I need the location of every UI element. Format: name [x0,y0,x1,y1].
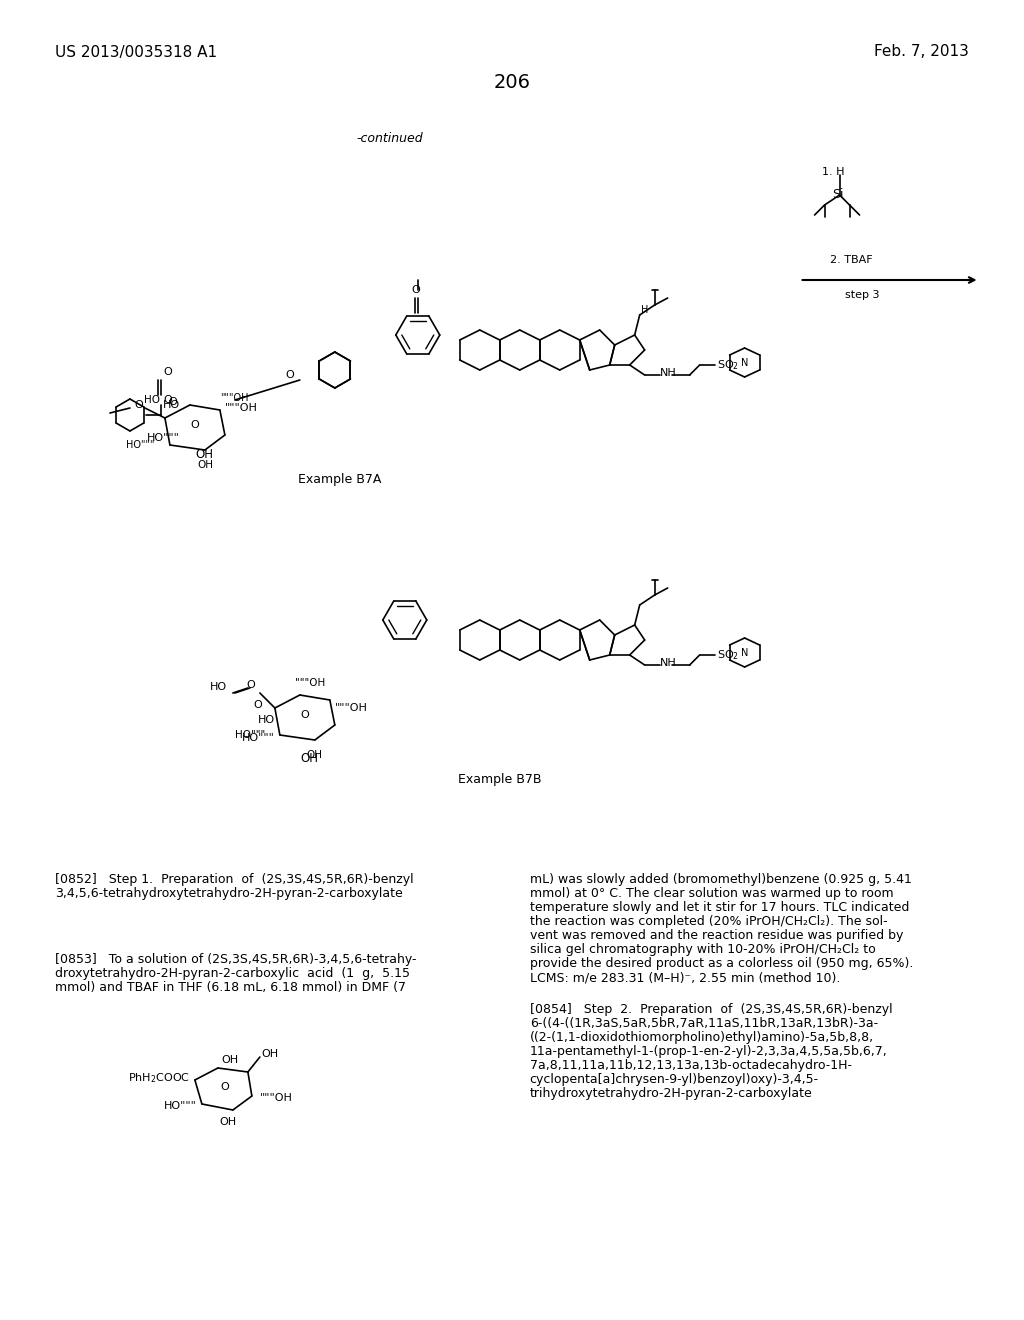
Text: O: O [134,400,143,411]
Text: [0853]   To a solution of (2S,3S,4S,5R,6R)-3,4,5,6-tetrahy-: [0853] To a solution of (2S,3S,4S,5R,6R)… [55,953,417,966]
Text: mmol) and TBAF in THF (6.18 mL, 6.18 mmol) in DMF (7: mmol) and TBAF in THF (6.18 mL, 6.18 mmo… [55,982,406,994]
Text: O: O [286,370,294,380]
Text: cyclopenta[a]chrysen-9-yl)benzoyl)oxy)-3,4,5-: cyclopenta[a]chrysen-9-yl)benzoyl)oxy)-3… [529,1073,819,1086]
Text: 3,4,5,6-tetrahydroxytetrahydro-2H-pyran-2-carboxylate: 3,4,5,6-tetrahydroxytetrahydro-2H-pyran-… [55,887,402,900]
Text: O: O [190,420,200,430]
Text: OH: OH [197,459,213,470]
Text: silica gel chromatography with 10-20% iPrOH/CH₂Cl₂ to: silica gel chromatography with 10-20% iP… [529,944,876,957]
Text: droxytetrahydro-2H-pyran-2-carboxylic  acid  (1  g,  5.15: droxytetrahydro-2H-pyran-2-carboxylic ac… [55,968,410,981]
Text: -continued: -continued [356,132,423,144]
Text: Example B7B: Example B7B [458,774,542,787]
Text: 206: 206 [494,73,530,91]
Text: ((2-(1,1-dioxidothiomorpholino)ethyl)amino)-5a,5b,8,8,: ((2-(1,1-dioxidothiomorpholino)ethyl)ami… [529,1031,873,1044]
Text: PhH$_2$COOC: PhH$_2$COOC [128,1071,189,1085]
Text: trihydroxytetrahydro-2H-pyran-2-carboxylate: trihydroxytetrahydro-2H-pyran-2-carboxyl… [529,1088,812,1101]
Text: """OH: """OH [225,403,258,413]
Text: O: O [246,680,255,690]
Text: H: H [641,305,648,315]
Text: O: O [300,710,309,719]
Text: vent was removed and the reaction residue was purified by: vent was removed and the reaction residu… [529,929,903,942]
Text: HO: HO [163,400,180,411]
Text: OH: OH [301,751,318,764]
Text: HO""": HO""" [164,1101,197,1111]
Text: mmol) at 0° C. The clear solution was warmed up to room: mmol) at 0° C. The clear solution was wa… [529,887,893,900]
Text: HO: HO [258,715,274,725]
Text: SO$_2$: SO$_2$ [717,358,738,372]
Text: SO$_2$: SO$_2$ [717,648,738,661]
Text: 2. TBAF: 2. TBAF [829,255,872,265]
Text: US 2013/0035318 A1: US 2013/0035318 A1 [55,45,217,59]
Text: HO: HO [144,395,160,405]
Text: step 3: step 3 [845,290,879,300]
Text: OH: OH [219,1117,237,1127]
Text: O: O [163,395,172,405]
Text: OH: OH [221,1055,238,1065]
Text: temperature slowly and let it stir for 17 hours. TLC indicated: temperature slowly and let it stir for 1… [529,902,909,915]
Text: OH: OH [307,750,323,760]
Text: [0852]   Step 1.  Preparation  of  (2S,3S,4S,5R,6R)-benzyl: [0852] Step 1. Preparation of (2S,3S,4S,… [55,874,414,887]
Text: N: N [741,358,749,368]
Text: mL) was slowly added (bromomethyl)benzene (0.925 g, 5.41: mL) was slowly added (bromomethyl)benzen… [529,874,911,887]
Text: 7a,8,11,11a,11b,12,13,13a,13b-octadecahydro-1H-: 7a,8,11,11a,11b,12,13,13a,13b-octadecahy… [529,1060,852,1072]
Text: LCMS: m/e 283.31 (M–H)⁻, 2.55 min (method 10).: LCMS: m/e 283.31 (M–H)⁻, 2.55 min (metho… [529,972,840,985]
Text: provide the desired product as a colorless oil (950 mg, 65%).: provide the desired product as a colorle… [529,957,913,970]
Text: Feb. 7, 2013: Feb. 7, 2013 [873,45,969,59]
Text: HO""": HO""" [234,730,265,741]
Text: Si: Si [831,189,844,202]
Text: NH: NH [659,368,677,378]
Text: NH: NH [659,657,677,668]
Text: HO""": HO""" [242,733,274,743]
Text: """OH: """OH [220,393,249,403]
Text: HO""": HO""" [126,440,155,450]
Text: 1. H: 1. H [821,168,844,177]
Text: """OH: """OH [260,1093,293,1104]
Text: HO""": HO""" [147,433,180,444]
Text: O: O [254,700,262,710]
Text: 11a-pentamethyl-1-(prop-1-en-2-yl)-2,3,3a,4,5,5a,5b,6,7,: 11a-pentamethyl-1-(prop-1-en-2-yl)-2,3,3… [529,1045,888,1059]
Text: OH: OH [195,449,213,462]
Text: 6-((4-((1R,3aS,5aR,5bR,7aR,11aS,11bR,13aR,13bR)-3a-: 6-((4-((1R,3aS,5aR,5bR,7aR,11aS,11bR,13a… [529,1018,878,1031]
Text: [0854]   Step  2.  Preparation  of  (2S,3S,4S,5R,6R)-benzyl: [0854] Step 2. Preparation of (2S,3S,4S,… [529,1003,892,1016]
Text: N: N [741,648,749,657]
Text: O: O [163,367,172,378]
Text: HO: HO [210,682,227,692]
Text: O: O [220,1082,229,1092]
Text: the reaction was completed (20% iPrOH/CH₂Cl₂). The sol-: the reaction was completed (20% iPrOH/CH… [529,916,888,928]
Text: O: O [169,397,177,407]
Text: """OH: """OH [295,678,325,688]
Text: OH: OH [262,1049,279,1059]
Text: """OH: """OH [335,704,368,713]
Text: Example B7A: Example B7A [298,474,382,487]
Text: O: O [412,285,420,294]
